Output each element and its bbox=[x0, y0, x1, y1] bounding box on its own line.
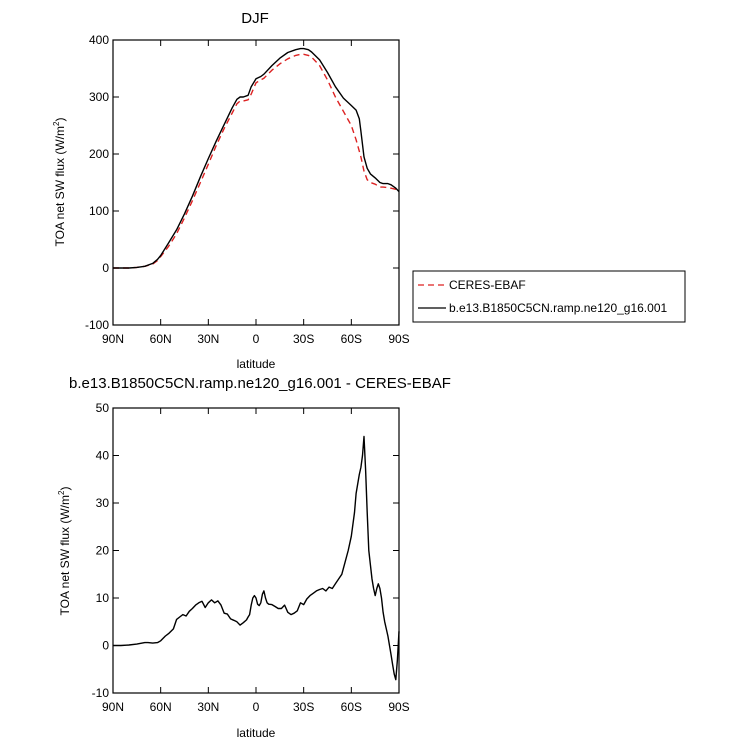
top-x-tick-label: 30S bbox=[293, 332, 314, 346]
top-y-tick-label: -100 bbox=[85, 318, 109, 332]
bottom-y-tick-label: 30 bbox=[96, 496, 110, 510]
legend-label-model: b.e13.B1850C5CN.ramp.ne120_g16.001 bbox=[449, 301, 667, 315]
top-x-tick-label: 60S bbox=[341, 332, 362, 346]
top-chart-title: DJF bbox=[241, 10, 269, 27]
legend-label-ceres: CERES-EBAF bbox=[449, 278, 526, 292]
top-series-line-1 bbox=[113, 47, 400, 269]
top-y-tick-label: 0 bbox=[102, 261, 109, 275]
legend: CERES-EBAF b.e13.B1850C5CN.ramp.ne120_g1… bbox=[412, 270, 686, 323]
bottom-y-tick-label: -10 bbox=[92, 686, 110, 700]
bottom-y-tick-label: 50 bbox=[96, 401, 110, 415]
legend-box bbox=[412, 270, 686, 323]
top-series-line-0 bbox=[113, 53, 400, 269]
bottom-panel: b.e13.B1850C5CN.ramp.ne120_g16.001 - CER… bbox=[57, 375, 451, 740]
bottom-marks: 90N 60N 30N 0 30S 60S 90S -10 0 10 20 30 40 50 bbox=[92, 401, 410, 714]
top-x-axis-label: latitude bbox=[237, 357, 276, 371]
bottom-series-line-0 bbox=[113, 435, 400, 681]
bottom-y-tick-label: 40 bbox=[96, 449, 110, 463]
top-x-tick-label: 60N bbox=[150, 332, 172, 346]
bottom-y-tick-label: 10 bbox=[96, 591, 110, 605]
top-x-tick-label: 90S bbox=[388, 332, 409, 346]
top-x-tick-label: 30N bbox=[197, 332, 219, 346]
bottom-plot-frame bbox=[112, 407, 400, 694]
top-panel: DJF 90N 60N 30N 0 30S 60S 90S -100 0 100 200 300 400… bbox=[52, 10, 410, 371]
top-y-tick-label: 400 bbox=[89, 33, 109, 47]
bottom-chart-title: b.e13.B1850C5CN.ramp.ne120_g16.001 - CER… bbox=[69, 375, 451, 392]
top-y-tick-label: 200 bbox=[89, 147, 109, 161]
top-plot-frame bbox=[112, 39, 400, 326]
top-x-tick-label: 90N bbox=[102, 332, 124, 346]
bottom-x-tick-label: 30S bbox=[293, 700, 314, 714]
top-y-axis-label: TOA net SW flux (W/m2) bbox=[52, 118, 67, 247]
bottom-x-tick-label: 60S bbox=[341, 700, 362, 714]
bottom-x-tick-label: 0 bbox=[253, 700, 260, 714]
bottom-y-axis-label: TOA net SW flux (W/m2) bbox=[57, 487, 72, 616]
bottom-x-tick-label: 90N bbox=[102, 700, 124, 714]
bottom-x-tick-label: 90S bbox=[388, 700, 409, 714]
bottom-y-tick-label: 0 bbox=[102, 639, 109, 653]
top-marks: 90N 60N 30N 0 30S 60S 90S -100 0 100 200 300 400 bbox=[85, 33, 410, 346]
bottom-y-tick-label: 20 bbox=[96, 544, 110, 558]
top-y-tick-label: 300 bbox=[89, 90, 109, 104]
top-x-tick-label: 0 bbox=[253, 332, 260, 346]
top-y-tick-label: 100 bbox=[89, 204, 109, 218]
bottom-x-tick-label: 60N bbox=[150, 700, 172, 714]
bottom-x-axis-label: latitude bbox=[237, 726, 276, 740]
bottom-x-tick-label: 30N bbox=[197, 700, 219, 714]
